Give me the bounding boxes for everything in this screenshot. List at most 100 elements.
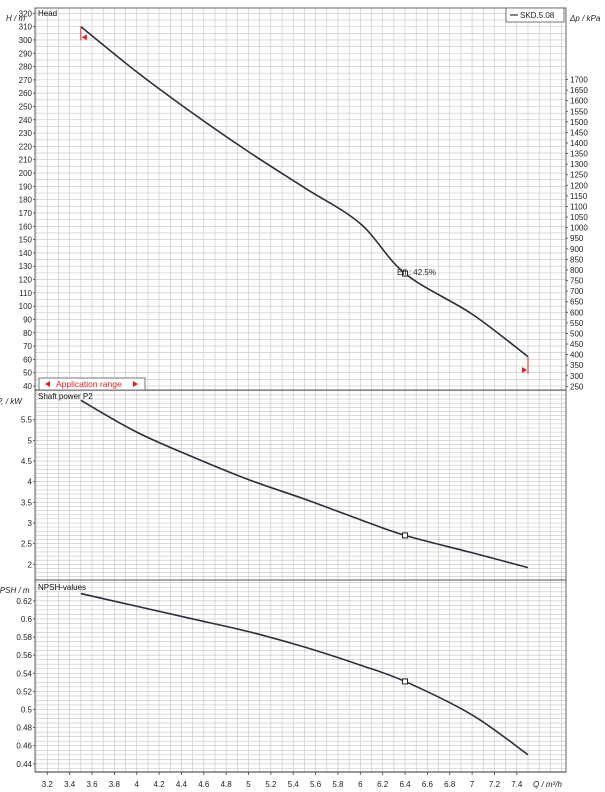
y-tick-label-right: 400 — [570, 351, 584, 360]
npsh-y-axis-label: NPSH / m — [0, 586, 30, 595]
y-tick-label-right: 1650 — [570, 86, 588, 95]
duty-point-marker — [402, 270, 409, 277]
y-tick-label: 290 — [19, 49, 33, 58]
duty-point-marker — [402, 678, 409, 685]
legend-box — [505, 7, 565, 23]
x-tick-label: 6 — [358, 780, 363, 789]
x-tick-label: 6.2 — [377, 780, 389, 789]
x-tick-label: 7.2 — [489, 780, 501, 789]
y-tick-label: 240 — [19, 116, 33, 125]
y-tick-label-right: 1700 — [570, 76, 588, 85]
x-tick-label: 7.4 — [511, 780, 523, 789]
x-tick-label: 6.8 — [444, 780, 456, 789]
pressure-y-axis-label: Δp / kPa — [569, 14, 601, 23]
y-tick-label: 210 — [19, 156, 33, 165]
y-tick-label: 0.54 — [16, 669, 32, 678]
y-tick-label: 3.5 — [21, 498, 33, 507]
y-tick-label: 130 — [19, 262, 33, 271]
y-tick-label: 40 — [23, 382, 32, 391]
y-tick-label-right: 1500 — [570, 118, 588, 127]
y-tick-label: 120 — [19, 276, 33, 285]
power-curve — [80, 399, 529, 569]
y-tick-label: 4 — [28, 478, 33, 487]
x-tick-label: 5.6 — [310, 780, 322, 789]
application-range-label: Application range — [56, 379, 122, 389]
range-end-marker — [521, 367, 527, 374]
y-tick-label: 300 — [19, 36, 33, 45]
application-range-right-arrow — [133, 381, 138, 387]
y-tick-label: 80 — [23, 329, 32, 338]
flow-x-axis-label: Q / m³/h — [533, 780, 562, 789]
x-tick-label: 4.8 — [221, 780, 233, 789]
power-y-axis-label: P, / kW — [0, 397, 23, 406]
x-tick-label: 5.8 — [332, 780, 344, 789]
y-tick-label: 0.48 — [16, 724, 32, 733]
y-tick-label: 310 — [19, 23, 33, 32]
y-tick-label-right: 1300 — [570, 160, 588, 169]
y-tick-label-right: 1000 — [570, 224, 588, 233]
y-tick-label: 0.6 — [21, 615, 33, 624]
y-tick-label: 200 — [19, 169, 33, 178]
x-tick-label: 7 — [470, 780, 475, 789]
x-tick-label: 4.2 — [154, 780, 166, 789]
y-tick-label-right: 650 — [570, 298, 584, 307]
y-tick-label: 320 — [19, 9, 33, 18]
range-start-marker — [81, 34, 87, 41]
y-tick-label: 90 — [23, 315, 32, 324]
y-tick-label: 260 — [19, 89, 33, 98]
y-tick-label: 170 — [19, 209, 33, 218]
x-tick-label: 3.6 — [86, 780, 98, 789]
tick-labels: 40 50 60 70 80 90 100 110 120 130 140 150 160 170 180 1… — [16, 9, 588, 789]
y-tick-label-right: 1200 — [570, 181, 588, 190]
y-tick-label-right: 1250 — [570, 171, 588, 180]
npsh-panel-title: NPSH-values — [38, 583, 86, 592]
y-tick-label-right: 450 — [570, 340, 584, 349]
y-tick-label: 280 — [19, 63, 33, 72]
y-tick-label: 160 — [19, 222, 33, 231]
y-tick-label-right: 1600 — [570, 97, 588, 106]
application-range-left-arrow — [45, 381, 50, 387]
y-tick-label-right: 750 — [570, 277, 584, 286]
x-tick-label: 5.2 — [265, 780, 277, 789]
y-tick-label-right: 900 — [570, 245, 584, 254]
head-y-axis-label: H / m — [6, 14, 25, 23]
application-range-box — [38, 377, 146, 391]
y-tick-label: 0.46 — [16, 742, 32, 751]
power-panel-title: Shaft power P2 — [38, 392, 93, 401]
y-tick-label: 50 — [23, 369, 32, 378]
y-tick-label-right: 1450 — [570, 128, 588, 137]
legend-label: SKD.5.08 — [520, 11, 555, 20]
y-tick-label-right: 1350 — [570, 150, 588, 159]
y-tick-label: 180 — [19, 196, 33, 205]
y-tick-label-right: 1550 — [570, 107, 588, 116]
y-tick-label: 230 — [19, 129, 33, 138]
x-tick-label: 3.2 — [42, 780, 54, 789]
y-tick-label-right: 550 — [570, 319, 584, 328]
y-tick-label-right: 600 — [570, 308, 584, 317]
y-tick-label-right: 700 — [570, 287, 584, 296]
y-tick-label-right: 1150 — [570, 192, 588, 201]
y-tick-label-right: 1400 — [570, 139, 588, 148]
y-tick-label-right: 1100 — [570, 202, 588, 211]
head-curve — [80, 26, 529, 358]
y-tick-label-right: 300 — [570, 372, 584, 381]
y-tick-label: 220 — [19, 142, 33, 151]
y-tick-label: 0.5 — [21, 706, 33, 715]
y-tick-label: 0.62 — [16, 597, 32, 606]
y-tick-label-right: 350 — [570, 361, 584, 370]
y-tick-label: 150 — [19, 236, 33, 245]
x-tick-label: 4.6 — [198, 780, 210, 789]
x-tick-label: 5.4 — [288, 780, 300, 789]
x-tick-label: 4.4 — [176, 780, 188, 789]
y-tick-label: 5.5 — [21, 416, 33, 425]
y-tick-label: 5 — [28, 436, 33, 445]
y-tick-label: 2 — [28, 560, 33, 569]
y-tick-label-right: 500 — [570, 329, 584, 338]
x-tick-label: 6.6 — [422, 780, 434, 789]
npsh-curve — [80, 592, 529, 756]
duty-point-marker — [402, 532, 409, 539]
efficiency-annotation: Eff.: 42.5% — [397, 268, 436, 277]
y-tick-label-right: 250 — [570, 382, 584, 391]
x-tick-label: 3.4 — [64, 780, 76, 789]
